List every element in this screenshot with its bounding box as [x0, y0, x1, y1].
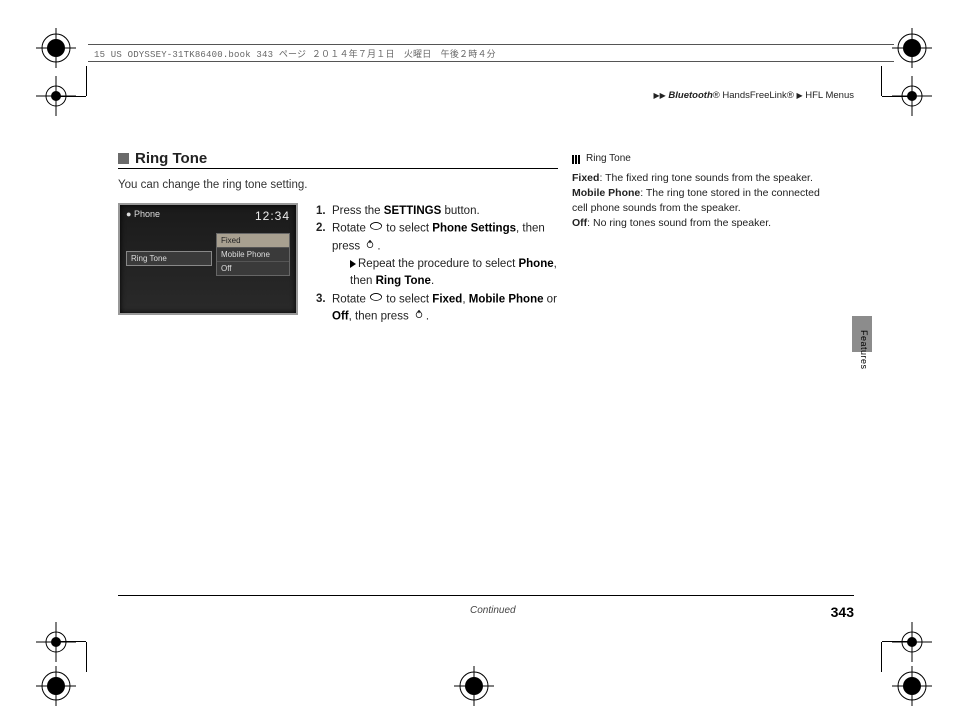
step-number: 1.: [316, 203, 332, 220]
registered-mark: ®: [713, 90, 720, 101]
push-button-icon: [363, 238, 377, 255]
rotary-dial-icon: [369, 291, 383, 308]
screen-context-label: ● Phone: [126, 209, 160, 223]
submenu-item: Off: [217, 262, 289, 275]
tip-line-fixed: Fixed: The fixed ring tone sounds from t…: [572, 171, 837, 186]
settings-label: SETTINGS: [384, 205, 442, 217]
menu-item: [126, 245, 212, 249]
submenu-item: Mobile Phone: [217, 248, 289, 262]
phone-label: Phone: [518, 258, 553, 270]
tip-heading: Ring Tone: [572, 152, 837, 167]
registration-mark: [36, 666, 76, 706]
crop-target-icon: [892, 622, 932, 662]
fixed-label: Fixed: [432, 293, 462, 305]
crop-line: [881, 66, 882, 96]
section-heading-row: Ring Tone: [118, 150, 558, 169]
infotainment-screenshot: ● Phone 12:34 Ring Tone Fixed Mobile Pho…: [118, 203, 298, 315]
triangle-icon: ▶: [796, 91, 802, 100]
mobile-phone-label: Mobile Phone: [469, 293, 544, 305]
square-bullet-icon: [118, 153, 129, 164]
menu-item: [126, 239, 212, 243]
menu-item: [126, 233, 212, 237]
triangle-icon: [350, 260, 356, 268]
page-number: 343: [831, 604, 854, 620]
registration-mark: [36, 28, 76, 68]
print-header-text: 15 US ODYSSEY-31TK86400.book 343 ページ ２０１…: [94, 47, 496, 60]
registered-mark: ®: [787, 90, 794, 101]
triangle-icon: ▶▶: [653, 91, 665, 100]
crop-line: [56, 641, 86, 642]
print-header-strip: 15 US ODYSSEY-31TK86400.book 343 ページ ２０１…: [88, 44, 894, 62]
screen-submenu: Fixed Mobile Phone Off: [216, 233, 290, 276]
section-intro: You can change the ring tone setting.: [118, 179, 558, 191]
crop-line: [56, 96, 86, 97]
crop-line: [881, 642, 882, 672]
registration-mark: [892, 666, 932, 706]
screen-left-menu: Ring Tone: [126, 233, 212, 274]
menu-item: [126, 268, 212, 272]
submenu-item-selected: Fixed: [217, 234, 289, 248]
step-1: 1. Press the SETTINGS button.: [316, 203, 558, 220]
step-2: 2. Rotate to select Phone Settings, then…: [316, 220, 558, 290]
crop-target-icon: [36, 622, 76, 662]
step-number: 3.: [316, 291, 332, 327]
off-label: Off: [332, 311, 349, 323]
rotary-dial-icon: [369, 220, 383, 237]
tip-line-mobile: Mobile Phone: The ring tone stored in th…: [572, 186, 837, 216]
menu-item-selected: Ring Tone: [126, 251, 212, 266]
continued-label: Continued: [470, 605, 516, 616]
side-tip-box: Ring Tone Fixed: The fixed ring tone sou…: [572, 152, 837, 231]
tip-bars-icon: [572, 155, 582, 164]
step-number: 2.: [316, 220, 332, 290]
breadcrumb-menus: HFL Menus: [805, 90, 854, 101]
screen-clock: 12:34: [255, 209, 290, 223]
footer-rule: [118, 595, 854, 596]
registration-mark: [892, 28, 932, 68]
step-2-sub: Repeat the procedure to select Phone, th…: [350, 256, 558, 291]
crop-line: [86, 642, 87, 672]
push-button-icon: [412, 308, 426, 325]
crop-line: [882, 96, 912, 97]
registration-mark: [454, 666, 494, 706]
crop-line: [86, 66, 87, 96]
section-tab-label: Features: [859, 330, 869, 370]
phone-settings-label: Phone Settings: [432, 223, 516, 235]
breadcrumb-bluetooth: Bluetooth: [668, 90, 712, 101]
instruction-steps: 1. Press the SETTINGS button. 2. Rotate …: [316, 203, 558, 326]
step-3: 3. Rotate to select Fixed, Mobile Phone …: [316, 291, 558, 327]
tip-line-off: Off: No ring tones sound from the speake…: [572, 216, 837, 231]
breadcrumb-hfl: HandsFreeLink: [720, 90, 787, 101]
breadcrumb: ▶▶ Bluetooth® HandsFreeLink® ▶ HFL Menus: [653, 90, 854, 101]
section-title: Ring Tone: [135, 150, 207, 167]
tip-title: Ring Tone: [586, 152, 631, 167]
ring-tone-label: Ring Tone: [376, 275, 431, 287]
crop-line: [882, 641, 912, 642]
